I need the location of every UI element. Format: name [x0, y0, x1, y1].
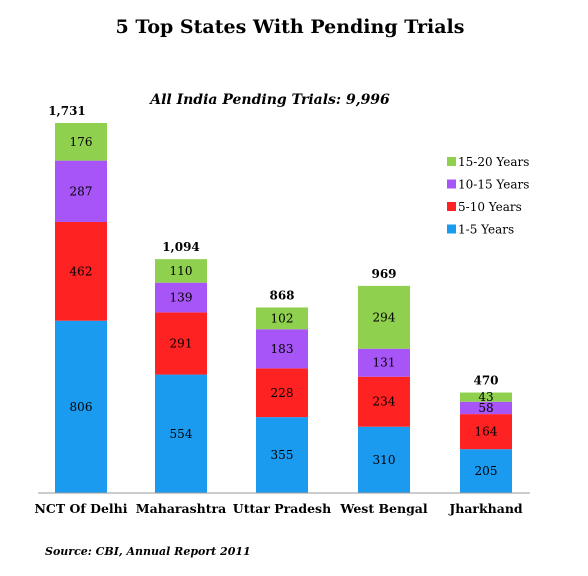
segment-value-label: 294 [373, 310, 396, 324]
segment-value-label: 131 [373, 356, 396, 370]
segment-value-label: 139 [170, 291, 193, 305]
segment-value-label: 43 [478, 390, 493, 404]
bar-total-label: 868 [269, 288, 294, 302]
bar-segment [358, 376, 410, 427]
bar-segment [358, 426, 410, 493]
bar-segment [256, 417, 308, 493]
bar-total-label: 1,731 [48, 104, 86, 118]
segment-value-label: 355 [271, 448, 294, 462]
segment-value-label: 176 [70, 135, 93, 149]
segment-value-label: 58 [478, 401, 493, 415]
bar-segment [256, 368, 308, 418]
segment-value-label: 462 [70, 264, 93, 278]
segment-value-label: 110 [170, 264, 193, 278]
bar-total-label: 470 [473, 374, 498, 388]
bar-segment [55, 160, 107, 222]
bars-group: 806 462 287 176 1,731 NCT Of Delhi 554 291 139 11… [34, 104, 522, 516]
segment-value-label: 554 [170, 427, 193, 441]
segment-value-label: 806 [70, 400, 93, 414]
legend-swatch [447, 157, 456, 166]
bar-segment [256, 307, 308, 330]
legend-entry: 10-15 Years [458, 178, 529, 192]
bar-segment [460, 392, 512, 402]
bar-segment [155, 312, 207, 375]
legend-entry: 15-20 Years [458, 155, 529, 169]
bar-segment [460, 414, 512, 450]
bar-segment [155, 259, 207, 283]
bar-total-label: 1,094 [162, 240, 200, 254]
bar-segment [358, 285, 410, 349]
segment-value-label: 102 [271, 311, 294, 325]
chart-subtitle: All India Pending Trials: 9,996 [148, 92, 390, 108]
bar-segment [155, 374, 207, 493]
legend-swatch [447, 224, 456, 234]
bar-segment [155, 282, 207, 313]
chart-title: 5 Top States With Pending Trials [116, 16, 465, 38]
bar-segment [460, 449, 512, 493]
bar-segment [55, 320, 107, 493]
category-label: West Bengal [339, 501, 428, 516]
bar-total-label: 969 [371, 267, 396, 281]
segment-value-label: 287 [70, 184, 93, 198]
segment-value-label: 164 [475, 425, 498, 439]
legend-entry: 1-5 Years [458, 223, 514, 237]
category-label: Jharkhand [448, 501, 523, 516]
legend: 15-20 Years 10-15 Years 5-10 Years 1-5 Year… [447, 155, 529, 237]
chart-source: Source: CBI, Annual Report 2011 [45, 545, 251, 558]
segment-value-label: 291 [170, 336, 193, 350]
segment-value-label: 228 [271, 386, 294, 400]
category-label: Uttar Pradesh [233, 501, 331, 516]
bar-segment [256, 329, 308, 369]
bar-segment [55, 221, 107, 321]
bar-segment [358, 348, 410, 377]
segment-value-label: 310 [373, 453, 396, 467]
category-label: Maharashtra [136, 501, 226, 516]
segment-value-label: 183 [271, 342, 294, 356]
bar-segment [460, 401, 512, 415]
legend-swatch [447, 179, 456, 189]
category-label: NCT Of Delhi [34, 501, 127, 516]
segment-value-label: 234 [373, 395, 396, 409]
bar-segment [55, 123, 107, 161]
segment-value-label: 205 [475, 464, 498, 478]
legend-entry: 5-10 Years [458, 200, 522, 214]
legend-swatch [447, 202, 456, 211]
